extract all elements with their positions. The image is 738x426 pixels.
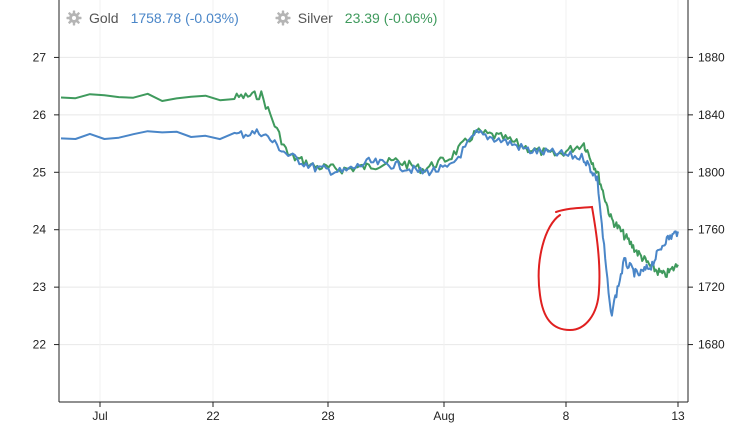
x-tick-label: 28 (321, 409, 335, 423)
left-tick-label: 24 (33, 223, 47, 237)
x-tick-label: 13 (671, 409, 685, 423)
left-tick-label: 23 (33, 280, 47, 294)
right-tick-label: 1680 (698, 338, 725, 352)
x-tick-label: Aug (433, 409, 454, 423)
legend-gold-name: Gold (89, 10, 119, 26)
x-tick-label: 22 (206, 409, 220, 423)
silver-series-line (60, 90, 679, 278)
right-tick-label: 1800 (698, 165, 725, 179)
x-tick-label: Jul (92, 409, 107, 423)
legend-silver-value: 23.39 (-0.06%) (344, 10, 438, 26)
legend-silver-name: Silver (297, 10, 333, 26)
annotation-circle (537, 205, 601, 332)
legend: Gold 1758.78 (-0.03%) Silver 23.39 (-0.0… (66, 10, 473, 26)
right-tick-label: 1840 (698, 108, 725, 122)
x-tick-label: 8 (563, 409, 570, 423)
left-tick-label: 27 (33, 50, 47, 64)
gold-series-line (60, 128, 679, 317)
right-tick-label: 1720 (698, 280, 725, 294)
left-tick-label: 25 (33, 165, 47, 179)
left-tick-label: 26 (33, 108, 47, 122)
left-tick-label: 22 (33, 338, 47, 352)
gear-icon[interactable] (66, 10, 82, 26)
gear-icon[interactable] (275, 10, 291, 26)
legend-item-gold[interactable]: Gold 1758.78 (-0.03%) (66, 10, 239, 26)
right-tick-label: 1880 (698, 50, 725, 64)
legend-gold-value: 1758.78 (-0.03%) (130, 10, 239, 26)
legend-item-silver[interactable]: Silver 23.39 (-0.06%) (275, 10, 438, 26)
right-tick-label: 1760 (698, 223, 725, 237)
